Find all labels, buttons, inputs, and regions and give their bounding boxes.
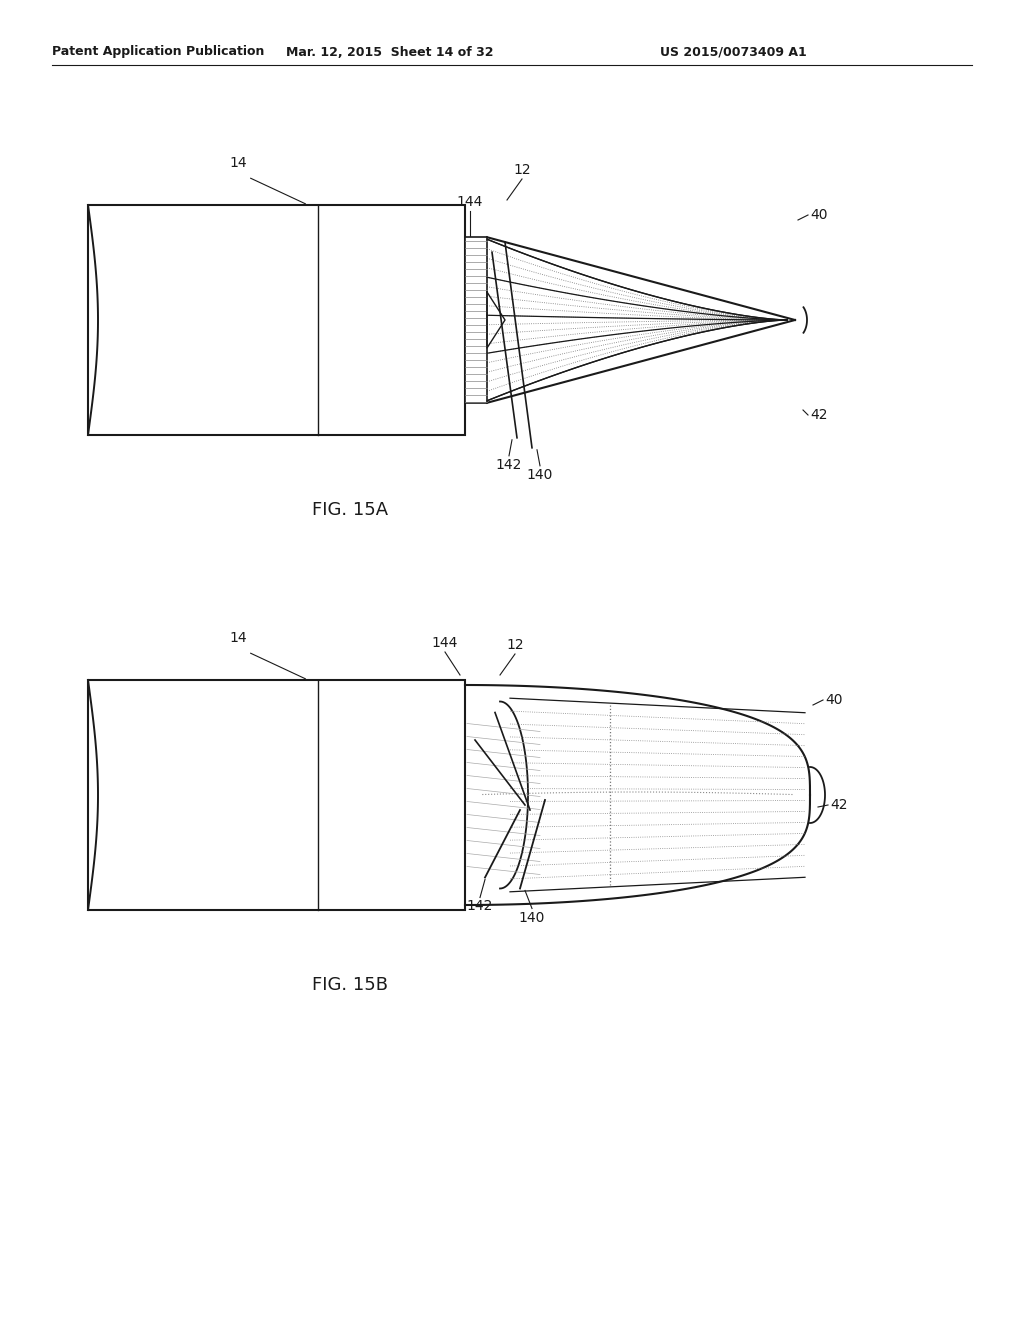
Text: 142: 142 <box>467 899 494 913</box>
Text: 14: 14 <box>229 631 247 645</box>
Text: Mar. 12, 2015  Sheet 14 of 32: Mar. 12, 2015 Sheet 14 of 32 <box>287 45 494 58</box>
Text: 140: 140 <box>519 911 545 924</box>
Text: 140: 140 <box>526 467 553 482</box>
Text: 40: 40 <box>825 693 843 708</box>
Text: 40: 40 <box>810 209 827 222</box>
Text: FIG. 15B: FIG. 15B <box>312 975 388 994</box>
Text: 14: 14 <box>229 156 247 170</box>
Bar <box>88 205 465 436</box>
Bar <box>88 680 465 909</box>
Text: 42: 42 <box>810 408 827 422</box>
Text: US 2015/0073409 A1: US 2015/0073409 A1 <box>660 45 807 58</box>
Text: 42: 42 <box>830 799 848 812</box>
Text: 144: 144 <box>457 195 483 209</box>
Text: FIG. 15A: FIG. 15A <box>312 502 388 519</box>
Text: 12: 12 <box>513 162 530 177</box>
Text: 12: 12 <box>506 638 524 652</box>
Bar <box>465 238 487 403</box>
Text: Patent Application Publication: Patent Application Publication <box>52 45 264 58</box>
Text: 144: 144 <box>432 636 458 649</box>
Text: 142: 142 <box>496 458 522 471</box>
